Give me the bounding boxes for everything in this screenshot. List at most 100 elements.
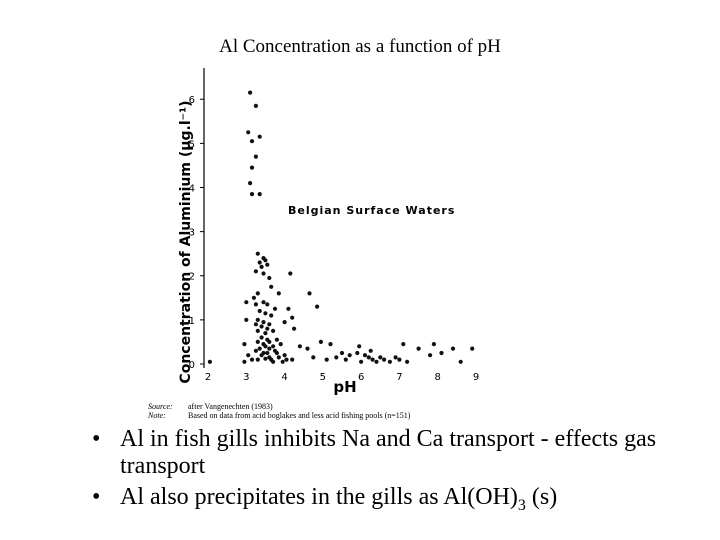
data-point — [405, 359, 410, 364]
data-point — [288, 271, 293, 276]
y-tick-label: 6 — [189, 95, 195, 106]
data-point — [278, 342, 283, 347]
data-point — [255, 251, 260, 256]
data-point — [242, 359, 247, 364]
x-axis-label: pH — [333, 378, 356, 396]
data-point — [246, 353, 251, 358]
source-label: Source: — [148, 402, 173, 411]
subscript: 3 — [517, 496, 526, 514]
data-point — [242, 342, 247, 347]
data-point — [267, 275, 272, 281]
data-point — [382, 357, 387, 362]
data-point — [290, 315, 295, 320]
x-tick-label: 3 — [243, 372, 249, 383]
data-point — [249, 165, 255, 170]
slide-title: Al Concentration as a function of pH — [219, 36, 501, 57]
data-point — [280, 359, 285, 364]
data-point — [274, 337, 279, 342]
data-point — [248, 181, 253, 186]
bullet-list: • Al in fish gills inhibits Na and Ca tr… — [92, 426, 692, 523]
data-point — [265, 350, 270, 356]
data-point — [271, 344, 276, 349]
data-point — [374, 359, 379, 364]
note-label: Note: — [147, 411, 166, 420]
data-point — [261, 271, 266, 276]
data-point — [401, 342, 406, 347]
data-point — [253, 269, 258, 274]
data-point — [261, 320, 266, 325]
data-point — [265, 262, 270, 267]
data-point — [255, 317, 260, 322]
data-point — [251, 295, 256, 300]
data-point — [269, 284, 274, 289]
scatter-chart: 0 1 2 3 4 5 6 2 3 4 5 6 7 8 9 Concentration of Alumini… — [147, 68, 479, 420]
data-point — [263, 344, 268, 349]
x-tick-label: 4 — [281, 372, 287, 383]
data-point — [257, 308, 262, 314]
data-point — [249, 357, 255, 362]
data-point — [267, 346, 272, 351]
data-point — [431, 342, 436, 347]
data-point — [259, 335, 264, 340]
data-point — [259, 324, 264, 329]
data-point — [272, 306, 278, 311]
data-point — [257, 134, 262, 139]
data-point — [253, 103, 258, 108]
data-point — [305, 346, 310, 351]
data-point — [324, 357, 329, 362]
data-point — [282, 353, 287, 358]
data-point — [269, 313, 274, 318]
data-point — [246, 130, 251, 135]
x-tick-label: 2 — [205, 372, 211, 383]
data-point — [450, 346, 456, 351]
data-point — [263, 356, 268, 361]
bullet-glyph: • — [92, 484, 101, 510]
data-point — [284, 357, 289, 362]
data-point — [311, 355, 316, 360]
data-point — [397, 357, 402, 362]
data-point — [292, 326, 297, 331]
data-point — [362, 353, 368, 358]
data-point — [334, 355, 339, 360]
data-point — [255, 357, 260, 362]
y-tick-label: 4 — [189, 183, 195, 194]
data-point — [286, 306, 291, 311]
data-point — [315, 304, 320, 309]
data-point — [370, 357, 375, 362]
data-point — [282, 320, 287, 325]
y-tick-label: 1 — [189, 316, 195, 327]
data-point — [368, 348, 373, 353]
data-point — [255, 328, 260, 333]
data-point — [393, 355, 398, 360]
data-point — [263, 331, 268, 336]
bullet-item: • Al in fish gills inhibits Na and Ca tr… — [92, 426, 692, 480]
data-point — [276, 355, 281, 360]
x-tick-label: 8 — [435, 372, 441, 383]
x-tick-label: 6 — [358, 372, 364, 383]
data-point — [259, 264, 264, 269]
y-axis-label: Concentration of Aluminium (µg.l⁻¹) — [178, 100, 194, 383]
source-text: after Vangenechten (1983) — [188, 402, 273, 411]
data-point — [458, 359, 463, 364]
data-point — [307, 291, 312, 296]
y-tick-label: 0 — [189, 360, 195, 371]
data-point — [253, 154, 258, 159]
data-point — [318, 339, 323, 344]
data-point — [428, 353, 433, 358]
data-point — [271, 359, 276, 364]
data-point — [355, 350, 360, 356]
data-point — [274, 350, 279, 356]
bullet-text-suffix: (s) — [525, 484, 558, 510]
data-point — [263, 258, 268, 263]
chart-title: Belgian Surface Waters — [288, 204, 455, 217]
data-point — [257, 346, 262, 351]
data-point — [255, 339, 260, 344]
data-point — [248, 90, 253, 95]
data-point — [259, 353, 264, 358]
data-point — [276, 291, 281, 296]
data-point — [244, 300, 249, 305]
data-point — [347, 353, 352, 358]
data-point — [257, 260, 262, 265]
bullet-text: Al in fish gills inhibits Na and Ca tran… — [120, 426, 657, 479]
data-point — [253, 348, 258, 353]
